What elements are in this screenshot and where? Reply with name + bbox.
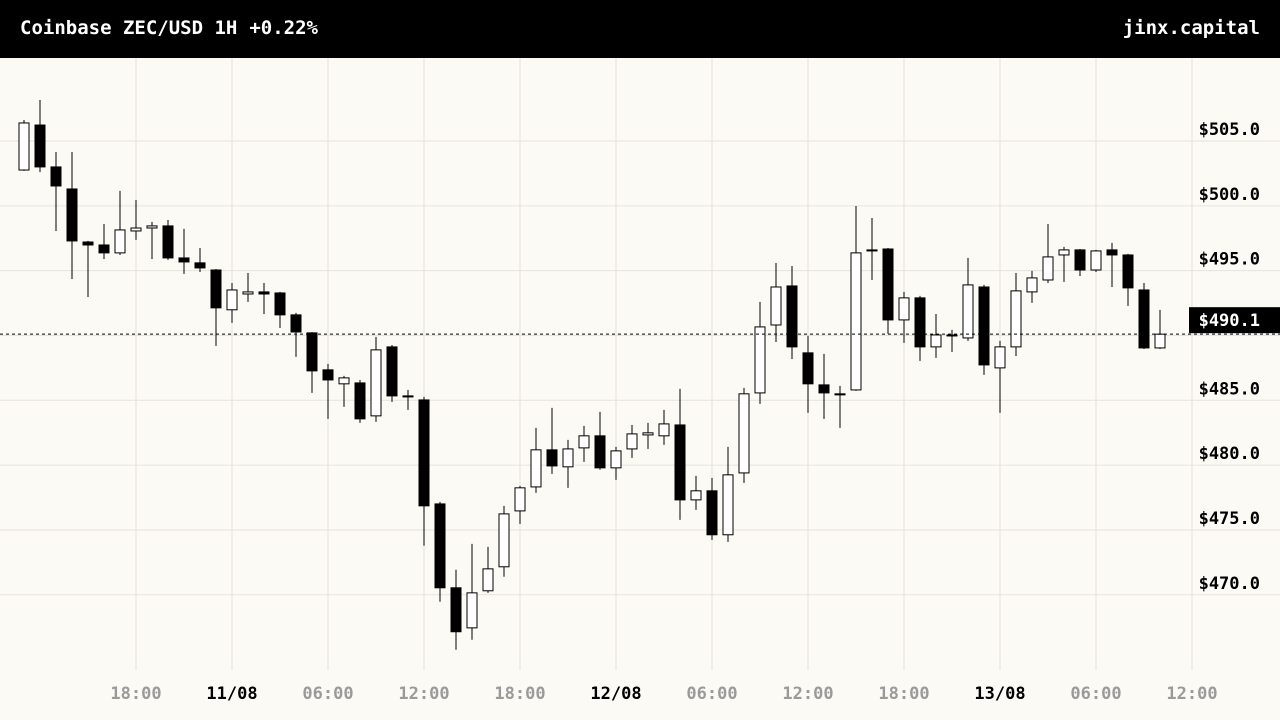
candle-body [66,188,78,242]
candle-body [514,487,526,512]
candle-body [914,297,926,348]
candle-body [226,289,238,311]
candle-body [994,346,1006,369]
x-tick-label: 11/08 [206,684,257,704]
x-tick-label: 06:00 [1070,684,1121,704]
candle-body [834,393,846,396]
y-tick-label: $495.0 [1199,250,1260,270]
candle-body [818,384,830,394]
candle-body [1058,249,1070,256]
candle-body [1138,289,1150,349]
candle-body [1090,250,1102,271]
candle-body [946,334,958,337]
candle-body [562,448,574,468]
candle-body [610,450,622,469]
candle-body [674,424,686,501]
candle-body [706,490,718,536]
candle-body [658,423,670,437]
x-tick-label: 13/08 [974,684,1025,704]
candle-body [370,349,382,417]
candle-body [274,292,286,316]
candle-body [1010,290,1022,348]
candle-body [290,314,302,333]
candle-body [146,225,158,229]
x-tick-label: 06:00 [302,684,353,704]
last-price-box [1189,307,1280,334]
candle-body [722,474,734,536]
candle-body [450,587,462,633]
candle-body [898,297,910,321]
y-tick-label: $470.0 [1199,574,1260,594]
candle-body [882,248,894,321]
candle-body [962,284,974,339]
candle-body [322,369,334,381]
header-bar: Coinbase ZEC/USD 1H +0.22% jinx.capital [0,0,1280,58]
y-tick-label: $480.0 [1199,444,1260,464]
y-tick-label: $500.0 [1199,185,1260,205]
x-tick-label: 12/08 [590,684,641,704]
candle-body [402,395,414,398]
y-tick-label: $505.0 [1199,120,1260,140]
candle-body [498,513,510,568]
candle-body [306,332,318,372]
candle-body [466,592,478,629]
candle-body [770,286,782,326]
candle-body [210,269,222,309]
last-price-label: $490.1 [1199,311,1260,331]
x-tick-label: 12:00 [1166,684,1217,704]
candle-body [1154,333,1166,349]
candle-body [242,291,254,295]
candle-body [978,286,990,366]
candle-body [578,435,590,449]
candle-body [866,249,878,252]
candle-body [194,262,206,269]
candle-body [530,449,542,488]
price-change: +0.22% [249,17,318,39]
y-tick-label: $485.0 [1199,379,1260,399]
candle-body [1026,277,1038,293]
candle-body [626,433,638,450]
candle-body [82,241,94,246]
candle-body [594,435,606,469]
candle-body [786,285,798,348]
y-tick-label: $475.0 [1199,509,1260,529]
candle-body [930,334,942,348]
candle-body [642,432,654,436]
candle-body [1122,254,1134,289]
x-tick-label: 18:00 [878,684,929,704]
x-tick-label: 12:00 [782,684,833,704]
candle-body [338,377,350,385]
candle-body [130,227,142,232]
candle-body [1106,249,1118,256]
candle-body [1042,256,1054,281]
candle-body [754,326,766,394]
candle-body [690,490,702,501]
x-tick-label: 18:00 [494,684,545,704]
candle-body [18,122,30,171]
x-tick-label: 06:00 [686,684,737,704]
candle-body [354,382,366,420]
candle-body [850,252,862,391]
candle-body [738,393,750,474]
x-tick-label: 12:00 [398,684,449,704]
candle-body [434,503,446,589]
candle-body [114,229,126,254]
candle-body [482,568,494,592]
brand: jinx.capital [1122,17,1260,39]
candle-body [258,291,270,295]
candle-body [162,225,174,259]
candle-body [98,244,110,254]
x-tick-label: 18:00 [110,684,161,704]
candle-body [50,166,62,187]
chart-title: Coinbase ZEC/USD 1H [20,17,238,39]
candle-body [34,124,46,168]
candle-body [1074,249,1086,271]
candle-body [802,352,814,385]
candle-body [178,257,190,263]
candle-body [418,399,430,507]
candle-body [546,449,558,467]
candle-body [386,346,398,397]
